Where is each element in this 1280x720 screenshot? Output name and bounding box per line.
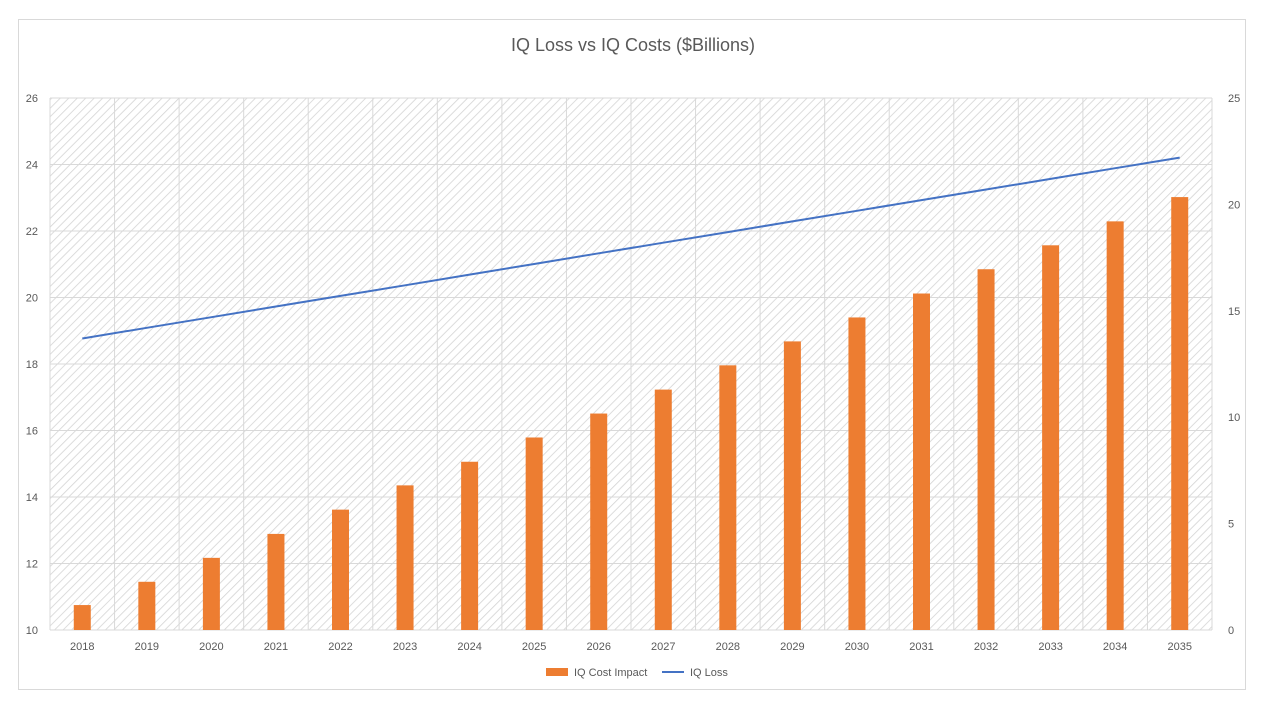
legend-swatch-iq-cost-impact (546, 668, 568, 676)
left-tick-label: 18 (26, 359, 38, 371)
chart-frame: IQ Loss vs IQ Costs ($Billions) 10 12 14 16… (18, 19, 1246, 690)
bar-iq-cost-impact (977, 269, 995, 630)
bar-iq-cost-impact (73, 605, 91, 630)
grid-lines (49, 97, 1213, 631)
bar-series (73, 197, 1189, 631)
bar-iq-cost-impact (913, 293, 930, 630)
bar-iq-cost-impact (202, 557, 220, 630)
chart-title: IQ Loss vs IQ Costs ($Billions) (511, 35, 755, 55)
bar-iq-cost-impact (1171, 197, 1189, 630)
right-tick-label: 20 (1228, 199, 1240, 211)
legend: IQ Cost Impact IQ Loss (546, 667, 728, 679)
x-tick-label: 2024 (457, 641, 481, 653)
left-tick-label: 14 (26, 492, 38, 504)
left-tick-label: 16 (26, 426, 38, 438)
right-tick-label: 25 (1228, 93, 1240, 105)
x-tick-label: 2034 (1103, 641, 1127, 653)
bar-iq-cost-impact (332, 509, 349, 630)
left-tick-label: 12 (26, 559, 38, 571)
bar-iq-cost-impact (267, 533, 285, 630)
bar-iq-cost-impact (719, 365, 737, 630)
x-tick-label: 2020 (199, 641, 223, 653)
x-tick-label: 2022 (328, 641, 352, 653)
x-tick-label: 2027 (651, 641, 675, 653)
bar-iq-cost-impact (654, 389, 672, 630)
bar-iq-cost-impact (1042, 245, 1060, 631)
x-tick-label: 2028 (716, 641, 740, 653)
left-tick-label: 24 (26, 160, 38, 172)
x-tick-label: 2023 (393, 641, 417, 653)
line-iq-loss (82, 156, 1180, 340)
right-y-axis: 0 5 10 15 20 25 (1228, 93, 1240, 637)
chart: IQ Loss vs IQ Costs ($Billions) 10 12 14 16… (26, 35, 1241, 679)
left-tick-label: 22 (26, 226, 38, 238)
line-series (82, 156, 1180, 340)
x-axis: 2018 2019 2020 2021 2022 2023 2024 2025 2026 2027… (70, 641, 1192, 653)
bar-iq-cost-impact (461, 461, 479, 630)
legend-label-iq-loss: IQ Loss (690, 667, 728, 679)
left-tick-label: 10 (26, 625, 38, 637)
right-tick-label: 10 (1228, 412, 1240, 424)
x-tick-label: 2031 (909, 641, 933, 653)
x-tick-label: 2029 (780, 641, 804, 653)
x-tick-label: 2035 (1167, 641, 1191, 653)
legend-label-iq-cost-impact: IQ Cost Impact (574, 667, 647, 679)
left-tick-label: 26 (26, 93, 38, 105)
left-tick-label: 20 (26, 293, 38, 305)
bar-iq-cost-impact (396, 485, 414, 630)
bar-iq-cost-impact (138, 581, 156, 630)
left-y-axis: 10 12 14 16 18 20 22 24 26 (26, 93, 38, 637)
x-tick-label: 2018 (70, 641, 94, 653)
x-tick-label: 2021 (264, 641, 288, 653)
x-tick-label: 2019 (135, 641, 159, 653)
bar-iq-cost-impact (525, 437, 543, 630)
right-tick-label: 5 (1228, 519, 1234, 531)
bar-iq-cost-impact (1106, 221, 1124, 631)
x-tick-label: 2033 (1038, 641, 1062, 653)
x-tick-label: 2025 (522, 641, 546, 653)
bar-iq-cost-impact (783, 341, 801, 630)
right-tick-label: 15 (1228, 306, 1240, 318)
right-tick-label: 0 (1228, 625, 1234, 637)
x-tick-label: 2032 (974, 641, 998, 653)
x-tick-label: 2026 (586, 641, 610, 653)
bar-iq-cost-impact (848, 317, 866, 630)
x-tick-label: 2030 (845, 641, 869, 653)
bar-iq-cost-impact (590, 413, 608, 630)
